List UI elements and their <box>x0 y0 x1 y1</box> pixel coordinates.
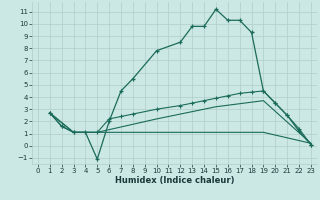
X-axis label: Humidex (Indice chaleur): Humidex (Indice chaleur) <box>115 176 234 185</box>
